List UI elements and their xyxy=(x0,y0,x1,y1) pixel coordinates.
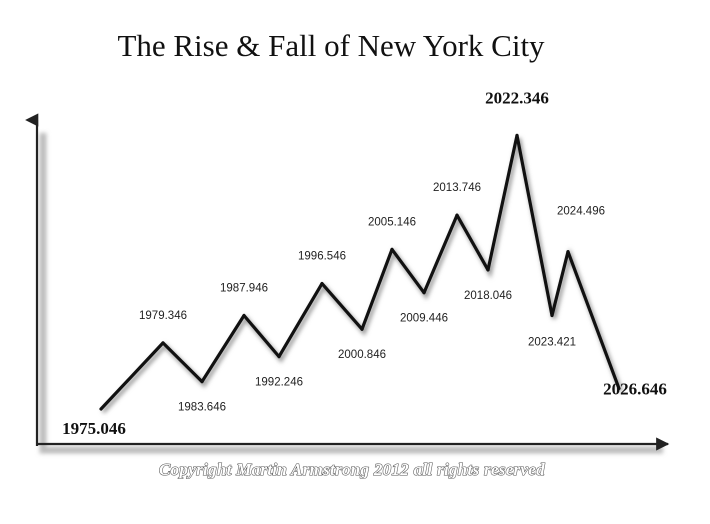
point-labels: 1975.046 1979.346 1983.646 1987.946 1992.246… xyxy=(62,88,667,438)
series-segment xyxy=(515,133,554,318)
series-segment xyxy=(422,213,459,295)
point-label: 2005.146 xyxy=(368,216,416,228)
series-segment xyxy=(360,247,394,331)
series-segment xyxy=(550,250,570,318)
series-segment xyxy=(161,341,204,384)
point-label: 2018.046 xyxy=(464,290,512,302)
price-series xyxy=(99,133,623,414)
point-label: 1983.646 xyxy=(178,402,226,414)
point-label: 1987.946 xyxy=(220,283,268,295)
chart-title: The Rise & Fall of New York City xyxy=(117,28,545,63)
point-label: 2026.646 xyxy=(603,379,667,398)
point-label: 2023.421 xyxy=(528,337,576,349)
series-segment xyxy=(390,247,426,295)
point-label: 1996.546 xyxy=(298,251,346,263)
series-segment xyxy=(566,250,621,391)
copyright-notice: Copyright Martin Armstrong 2012 all righ… xyxy=(159,460,545,479)
series-segment xyxy=(320,282,364,331)
series-segment xyxy=(486,133,519,272)
series-segment xyxy=(200,313,246,384)
point-label: 1979.346 xyxy=(139,310,187,322)
point-label: 2009.446 xyxy=(400,313,448,325)
series-segment xyxy=(242,313,281,359)
point-label: 2024.496 xyxy=(557,206,605,218)
series-segment xyxy=(277,282,324,359)
axes xyxy=(25,113,670,454)
series-segment xyxy=(455,213,490,272)
point-label: 2013.746 xyxy=(433,182,481,194)
point-label: 1992.246 xyxy=(255,377,303,389)
point-label: 1975.046 xyxy=(62,419,126,438)
point-label: 2022.346 xyxy=(485,88,549,107)
series-segment xyxy=(99,341,165,411)
point-label: 2000.846 xyxy=(338,349,386,361)
